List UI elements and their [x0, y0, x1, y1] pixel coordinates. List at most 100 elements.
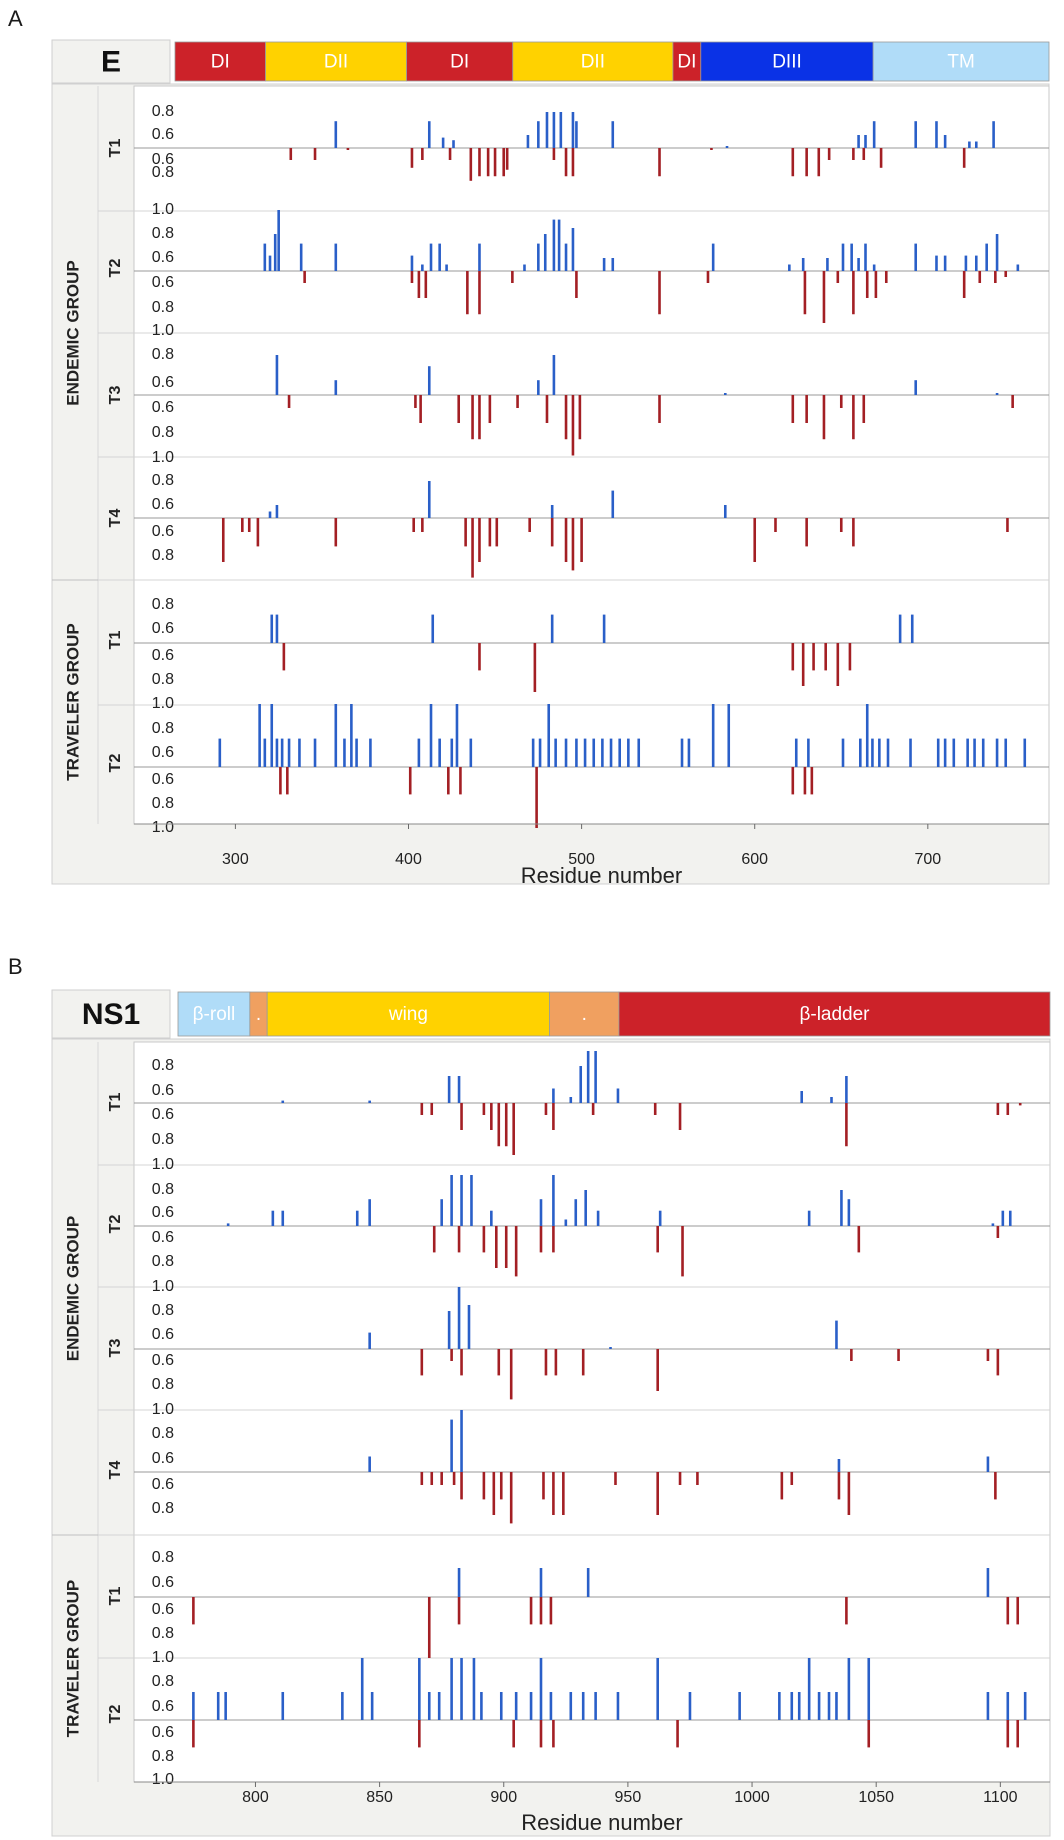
upper-bar [584, 1190, 587, 1226]
upper-bar [271, 1210, 275, 1226]
lower-bar [836, 271, 840, 283]
upper-bar [583, 738, 587, 767]
y-tick-label: 0.6 [152, 496, 174, 513]
upper-bar [974, 255, 978, 271]
y-tick-label: 0.8 [152, 225, 174, 242]
track-row: T1 0.8 0.6 0.6 0.8 [107, 1051, 1050, 1155]
y-tick-label: 1.0 [152, 1771, 174, 1788]
lower-bar [897, 1349, 900, 1361]
lower-bar [495, 1226, 498, 1268]
lower-bar [1006, 1597, 1010, 1625]
upper-bar [837, 1459, 841, 1472]
upper-bar [835, 1692, 838, 1720]
upper-bar [817, 1692, 821, 1720]
group-label: ENDEMIC GROUP [63, 260, 82, 405]
lower-bar [656, 1226, 659, 1253]
lower-bar [478, 518, 481, 562]
upper-bar [552, 219, 556, 271]
upper-bar [618, 738, 621, 767]
y-tick-label: 0.6 [152, 1574, 174, 1591]
lower-bar [867, 1720, 871, 1748]
lower-bar [827, 148, 831, 160]
x-tick-label: 600 [741, 851, 768, 868]
upper-bar [850, 243, 853, 271]
upper-bar [277, 210, 280, 271]
upper-bar [355, 738, 358, 767]
y-tick-label: 0.8 [152, 1181, 174, 1198]
y-tick-label: 1.0 [152, 201, 174, 218]
upper-bar [258, 704, 261, 767]
y-tick-label: 1.0 [152, 819, 174, 836]
lower-bar [805, 148, 808, 177]
y-tick-label: 1.0 [152, 695, 174, 712]
y-tick-label: 0.8 [152, 424, 174, 441]
upper-bar [602, 614, 606, 643]
lower-bar [478, 148, 481, 177]
y-tick-label: 0.8 [152, 1253, 174, 1270]
domain-segment [700, 41, 874, 82]
y-tick-label: 0.8 [152, 1500, 174, 1517]
lower-bar [528, 518, 531, 532]
lower-bar [509, 1472, 513, 1524]
lower-bar [457, 1226, 461, 1253]
upper-bar [554, 738, 557, 767]
upper-bar [571, 228, 575, 271]
upper-bar [552, 355, 556, 395]
y-tick-label: 1.0 [152, 449, 174, 466]
y-tick-label: 0.6 [152, 249, 174, 266]
upper-bar [550, 614, 554, 643]
y-tick-label: 0.6 [152, 1724, 174, 1741]
upper-bar [447, 1311, 451, 1349]
lower-bar [845, 1103, 848, 1147]
lower-bar [805, 518, 808, 547]
upper-bar [986, 1456, 990, 1472]
lower-bar [421, 148, 424, 160]
upper-bar [441, 137, 445, 148]
upper-bar [275, 355, 279, 395]
lower-bar [346, 148, 350, 150]
upper-bar [807, 1658, 811, 1720]
panel-letter: B [8, 954, 23, 979]
upper-bar [898, 614, 902, 643]
lower-bar [529, 1597, 533, 1625]
y-tick-label: 0.6 [152, 274, 174, 291]
upper-bar [790, 1692, 794, 1720]
lower-bar [512, 1720, 515, 1748]
lower-bar [482, 1226, 486, 1253]
upper-bar [523, 264, 526, 271]
upper-bar [457, 1287, 461, 1349]
domain-label: DI [450, 52, 469, 73]
upper-bar [827, 1692, 831, 1720]
lower-bar [457, 1597, 461, 1625]
upper-bar [687, 738, 691, 767]
upper-bar [268, 511, 272, 518]
upper-bar [539, 1568, 543, 1597]
upper-bar [268, 255, 272, 271]
lower-bar [544, 1103, 548, 1115]
lower-bar [471, 518, 474, 578]
x-tick-label: 900 [490, 1789, 517, 1806]
upper-bar [835, 1320, 838, 1349]
lower-bar [420, 1349, 424, 1376]
lower-bar [658, 148, 661, 177]
upper-bar [263, 738, 267, 767]
upper-bar [867, 1658, 871, 1720]
upper-bar [275, 505, 279, 518]
lower-bar [544, 1349, 548, 1376]
domain-label: TM [947, 52, 974, 73]
upper-bar [658, 1210, 662, 1226]
lower-bar [427, 1597, 431, 1658]
upper-bar [298, 738, 301, 767]
lower-bar [552, 1720, 555, 1748]
row-label: T1 [107, 631, 124, 650]
lower-bar [410, 271, 414, 283]
y-tick-label: 0.8 [152, 472, 174, 489]
lower-bar [681, 1226, 684, 1277]
upper-bar [470, 1175, 473, 1226]
lower-bar [469, 148, 473, 181]
track-row: T3 1.0 0.8 0.6 0.6 0.8 [107, 322, 1049, 456]
lower-bar [994, 1472, 997, 1500]
upper-bar [935, 121, 938, 148]
y-tick-label: 0.6 [152, 1082, 174, 1099]
